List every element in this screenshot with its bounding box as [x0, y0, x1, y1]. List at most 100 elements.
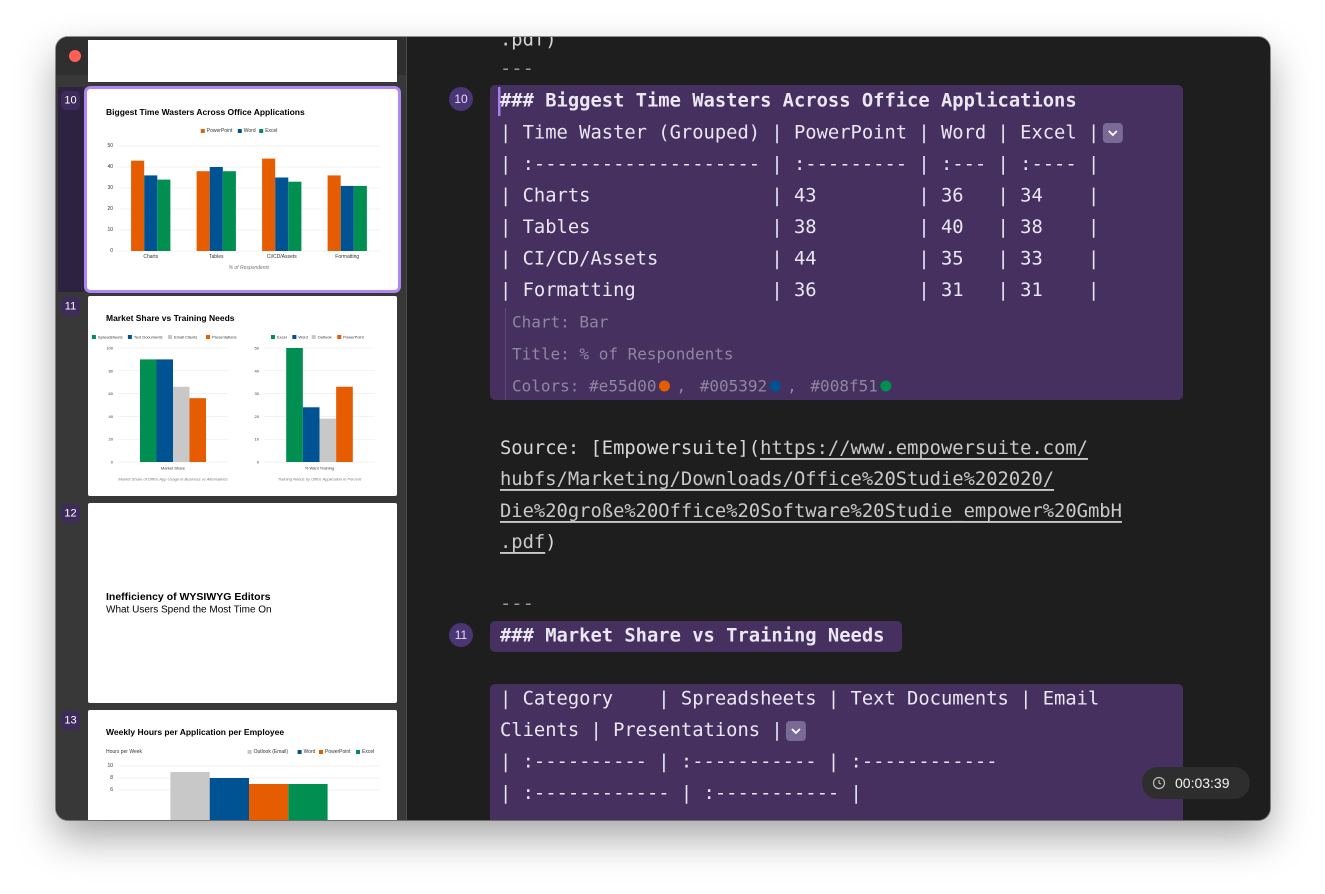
slide-number-badge	[61, 91, 80, 110]
link-url[interactable]: .pdf	[500, 532, 545, 553]
bar	[262, 158, 276, 251]
slide-title: Weekly Hours per Application per Employe…	[106, 727, 284, 737]
y-tick-label: 0	[110, 248, 113, 254]
x-tick-label: Tables	[209, 254, 224, 260]
collapse-toggle[interactable]	[785, 721, 806, 741]
bar	[170, 772, 210, 820]
y-tick-label: 10	[255, 437, 260, 442]
bar	[340, 185, 354, 251]
y-tick-label: 20	[107, 206, 113, 212]
legend-swatch	[319, 750, 323, 754]
bar	[249, 784, 289, 820]
toggle-button	[1102, 123, 1123, 143]
y-tick-label: 40	[107, 164, 113, 170]
editor-line: ---	[500, 59, 534, 80]
bar	[286, 348, 303, 462]
editor-line: | CI/CD/Assets | 44 | 35 | 33 |	[500, 249, 1099, 270]
bar	[209, 778, 249, 820]
legend-label: PowerPoint	[325, 749, 351, 755]
bar	[288, 181, 302, 251]
slide-thumbnail[interactable]	[88, 40, 397, 82]
y-tick-label: 6	[110, 787, 113, 793]
slide-thumbnail[interactable]: 10 Biggest Time Wasters Across Office App…	[58, 86, 401, 293]
y-tick-label: 40	[109, 414, 114, 419]
bar	[189, 398, 206, 462]
bar	[288, 784, 328, 820]
selection-strip	[58, 87, 84, 292]
editor-line: ---	[500, 594, 534, 615]
collapse-toggle[interactable]	[1102, 123, 1123, 143]
slide-page	[88, 503, 397, 703]
line-number: 10	[454, 92, 468, 106]
cursor-bar	[498, 87, 501, 116]
slide-number-badge	[61, 711, 80, 730]
block-highlight	[490, 684, 1183, 820]
y-tick-label: 8	[110, 775, 113, 781]
y-tick-label: 80	[109, 368, 114, 373]
line-number: 11	[455, 628, 468, 642]
slide-thumbnail[interactable]: 12 Inefficiency of WYSIWYG Editors What Us…	[61, 503, 397, 703]
chart-meta: Chart: Bar	[512, 313, 609, 332]
legend-swatch	[311, 335, 316, 339]
editor-line: | :-------------------- | :--------- | :…	[500, 154, 1099, 175]
bar	[173, 386, 190, 462]
legend-label: Excel	[277, 335, 287, 340]
y-tick-label: 40	[255, 368, 260, 373]
source-line: .pdf)	[500, 532, 557, 553]
legend-label: Outlook (Email)	[254, 749, 289, 755]
color-code: #e55d00	[589, 377, 656, 396]
bar	[319, 418, 337, 462]
line-number-badge	[449, 87, 473, 111]
axis-label: Market Share of Office App Usage in Busi…	[118, 477, 227, 482]
legend-swatch	[259, 129, 264, 133]
bar	[196, 171, 210, 251]
legend-swatch	[200, 129, 205, 133]
legend-label: Spreadsheets	[98, 335, 123, 340]
color-swatch	[769, 380, 781, 392]
bar	[156, 359, 173, 462]
y-tick-label: 10	[107, 227, 113, 233]
editor-line: | :------------ | :----------- |	[500, 783, 862, 804]
legend-label: PowerPoint	[343, 335, 364, 340]
source-line: Source: [Empowersuite](https://www.empow…	[500, 438, 1088, 459]
link-url[interactable]: hubfs/Marketing/Downloads/Office%20Studi…	[500, 469, 1054, 490]
slide-number: 10	[64, 95, 76, 107]
slide-list: 10 Biggest Time Wasters Across Office App…	[58, 86, 401, 820]
heading-highlight	[490, 621, 902, 652]
timer: 00:03:39	[1142, 767, 1250, 799]
color-code: #005392	[700, 377, 767, 396]
legend-swatch	[337, 335, 342, 339]
bar	[302, 407, 320, 462]
link-syntax: )	[545, 532, 556, 553]
legend-label: Excel	[265, 128, 277, 134]
line-number-badge	[449, 623, 473, 647]
toggle-icon	[791, 728, 801, 735]
editor-line: ### Biggest Time Wasters Across Office A…	[500, 91, 1077, 112]
editor-line: | Charts | 43 | 36 | 34 |	[500, 186, 1099, 207]
link-url[interactable]: Die%20große%20Office%20Software%20Studie…	[500, 501, 1122, 522]
legend-label: Excel	[362, 749, 374, 755]
slide-number: 13	[64, 715, 76, 727]
timer-text: 00:03:39	[1175, 775, 1230, 791]
y-tick-label: 20	[255, 414, 260, 419]
link-text: Empowersuite	[602, 438, 738, 459]
legend-label: Word	[298, 335, 307, 340]
close-button[interactable]	[69, 50, 81, 62]
legend-swatch	[127, 335, 132, 339]
y-tick-label: 30	[107, 185, 113, 191]
link-syntax: ](	[737, 438, 760, 459]
markdown-editor: .pdf) --- 10 ### Biggest Time Wasters Acros…	[449, 37, 1183, 820]
slide-title: Inefficiency of WYSIWYG Editors	[106, 591, 271, 603]
bar	[140, 359, 157, 462]
y-tick-label: 10	[107, 763, 113, 769]
bar	[157, 179, 171, 251]
bar	[275, 177, 289, 251]
legend-label: Presentations	[212, 335, 236, 340]
slide-thumbnail[interactable]: 13 Weekly Hours per Application per Emplo…	[61, 710, 397, 820]
slide-subtitle: What Users Spend the Most Time On	[106, 605, 272, 616]
link-url[interactable]: https://www.empowersuite.com/	[760, 438, 1088, 459]
x-tick-label: CI/CD/Assets	[267, 254, 298, 260]
slide-title: Biggest Time Wasters Across Office Appli…	[106, 107, 305, 117]
slide-thumbnail[interactable]: 11 Market Share vs Training Needs 0 20 40 60 8…	[61, 296, 397, 496]
x-tick-label: Formatting	[335, 254, 359, 260]
